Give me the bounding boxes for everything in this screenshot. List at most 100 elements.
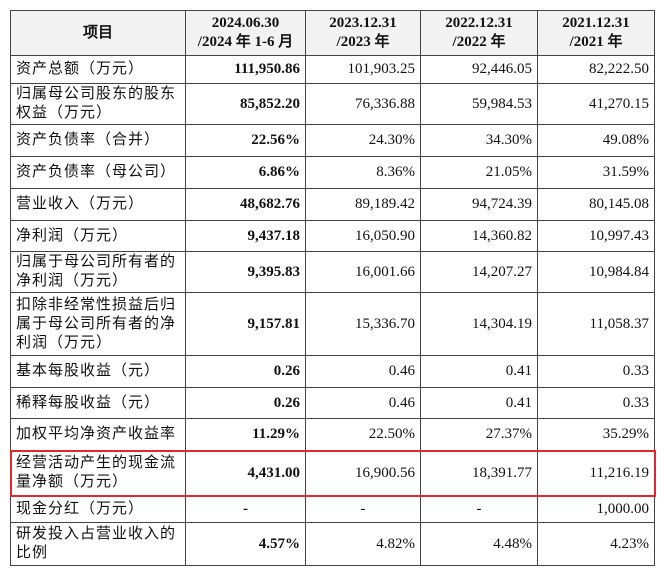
header-line: 项目 — [82, 24, 113, 41]
header-cell: 2022.12.31/2022 年 — [420, 10, 538, 56]
highlighted-row: 经营活动产生的现金流量净额（万元） 4,431.00 16,900.56 18,391… — [9, 449, 656, 497]
table-row: 资产负债率（母公司） 6.86% 8.36% 21.05% 31.59% — [10, 156, 655, 189]
value-cell: 8.36% — [305, 156, 421, 189]
value-cell: 0.41 — [420, 355, 538, 388]
row-label: 归属母公司股东的股东权益（万元） — [10, 83, 186, 125]
value-cell: 15,336.70 — [305, 292, 421, 356]
table-row: 稀释每股收益（元） 0.26 0.46 0.41 0.33 — [10, 387, 655, 419]
header-line: 2023.12.31 — [329, 15, 397, 31]
row-label: 加权平均净资产收益率 — [10, 418, 186, 451]
value-cell: 31.59% — [537, 156, 655, 189]
header-line: /2022 年 — [452, 34, 506, 50]
value-cell: 92,446.05 — [420, 55, 538, 84]
table-row: 资产负债率（合并） 22.56% 24.30% 34.30% 49.08% — [10, 124, 655, 157]
value-cell: 22.56% — [185, 124, 306, 157]
value-cell: 9,157.81 — [185, 292, 306, 356]
value-cell: 111,950.86 — [185, 55, 306, 84]
value-cell: 11,058.37 — [537, 292, 655, 356]
value-cell: 1,000.00 — [537, 495, 655, 523]
value-cell: 0.41 — [420, 387, 538, 419]
value-cell: 82,222.50 — [537, 55, 655, 84]
value-cell: 35.29% — [537, 418, 655, 451]
table-row: 基本每股收益（元） 0.26 0.46 0.41 0.33 — [10, 355, 655, 388]
value-cell: 21.05% — [420, 156, 538, 189]
value-cell: 10,997.43 — [537, 220, 655, 252]
header-line: 2022.12.31 — [445, 15, 513, 31]
row-label: 营业收入（万元） — [10, 188, 186, 221]
header-line: /2021 年 — [569, 34, 623, 50]
value-cell: - — [420, 495, 538, 523]
header-cell: 项目 — [10, 10, 186, 56]
row-label: 经营活动产生的现金流量净额（万元） — [10, 450, 186, 496]
row-label: 现金分红（万元） — [10, 495, 186, 523]
header-line: /2024 年 1-6 月 — [197, 34, 294, 50]
value-cell: 101,903.25 — [305, 55, 421, 84]
value-cell: 0.33 — [537, 387, 655, 419]
table-row: 归属于母公司所有者的净利润（万元） 9,395.83 16,001.66 14,207… — [10, 251, 655, 293]
table-body: 资产总额（万元） 111,950.86 101,903.25 92,446.05 82,… — [9, 55, 656, 566]
value-cell: 4,431.00 — [185, 450, 306, 496]
row-label: 稀释每股收益（元） — [10, 387, 186, 419]
value-cell: 4.82% — [305, 522, 421, 566]
value-cell: 4.57% — [185, 522, 306, 566]
row-label: 净利润（万元） — [10, 220, 186, 252]
value-cell: 85,852.20 — [185, 83, 306, 125]
table-row: 净利润（万元） 9,437.18 16,050.90 14,360.82 10,997.… — [10, 220, 655, 252]
table-header: 项目 2024.06.30/2024 年 1-6 月 2023.12.31/2023… — [10, 10, 655, 56]
value-cell: 48,682.76 — [185, 188, 306, 221]
value-cell: 34.30% — [420, 124, 538, 157]
value-cell: 22.50% — [305, 418, 421, 451]
value-cell: 16,001.66 — [305, 251, 421, 293]
row-label: 基本每股收益（元） — [10, 355, 186, 388]
value-cell: 0.26 — [185, 355, 306, 388]
value-cell: 4.48% — [420, 522, 538, 566]
value-cell: 89,189.42 — [305, 188, 421, 221]
row-label: 资产总额（万元） — [10, 55, 186, 84]
table-row: 营业收入（万元） 48,682.76 89,189.42 94,724.39 80,14… — [10, 188, 655, 221]
value-cell: 0.26 — [185, 387, 306, 419]
table-row: 现金分红（万元） - - -1,000.00 — [10, 495, 655, 523]
value-cell: 14,304.19 — [420, 292, 538, 356]
row-label: 扣除非经常性损益后归属于母公司所有者的净利润（万元） — [10, 292, 186, 356]
value-cell: 11.29% — [185, 418, 306, 451]
table-row: 归属母公司股东的股东权益（万元） 85,852.20 76,336.88 59,984… — [10, 83, 655, 125]
table-container: 项目 2024.06.30/2024 年 1-6 月 2023.12.31/2023… — [9, 10, 656, 566]
value-cell: 0.46 — [305, 355, 421, 388]
header-row: 项目 2024.06.30/2024 年 1-6 月 2023.12.31/2023… — [10, 10, 655, 56]
financial-table: 项目 2024.06.30/2024 年 1-6 月 2023.12.31/2023… — [9, 10, 656, 566]
value-cell: 6.86% — [185, 156, 306, 189]
value-cell: 80,145.08 — [537, 188, 655, 221]
row-label: 资产负债率（合并） — [10, 124, 186, 157]
row-label: 归属于母公司所有者的净利润（万元） — [10, 251, 186, 293]
value-cell: 0.33 — [537, 355, 655, 388]
header-line: /2023 年 — [336, 34, 390, 50]
header-line: 2024.06.30 — [211, 15, 280, 31]
value-cell: - — [305, 495, 421, 523]
value-cell: 11,216.19 — [537, 450, 655, 496]
value-cell: 24.30% — [305, 124, 421, 157]
value-cell: 16,050.90 — [305, 220, 421, 252]
value-cell: 76,336.88 — [305, 83, 421, 125]
value-cell: 10,984.84 — [537, 251, 655, 293]
header-cell: 2024.06.30/2024 年 1-6 月 — [185, 10, 306, 56]
value-cell: 4.23% — [537, 522, 655, 566]
row-label: 研发投入占营业收入的比例 — [10, 522, 186, 566]
value-cell: 94,724.39 — [420, 188, 538, 221]
value-cell: 16,900.56 — [305, 450, 421, 496]
value-cell: 14,207.27 — [420, 251, 538, 293]
value-cell: 27.37% — [420, 418, 538, 451]
header-cell: 2023.12.31/2023 年 — [305, 10, 421, 56]
value-cell: 41,270.15 — [537, 83, 655, 125]
row-label: 资产负债率（母公司） — [10, 156, 186, 189]
value-cell: 9,395.83 — [185, 251, 306, 293]
value-cell: 14,360.82 — [420, 220, 538, 252]
table-row: 研发投入占营业收入的比例 4.57% 4.82% 4.48% 4.23% — [10, 522, 655, 566]
table-row: 扣除非经常性损益后归属于母公司所有者的净利润（万元） 9,157.81 15,336… — [10, 292, 655, 356]
table-row: 加权平均净资产收益率 11.29% 22.50% 27.37% 35.29% — [10, 418, 655, 451]
value-cell: 59,984.53 — [420, 83, 538, 125]
value-cell: - — [185, 495, 306, 523]
value-cell: 0.46 — [305, 387, 421, 419]
table-row: 资产总额（万元） 111,950.86 101,903.25 92,446.05 82,… — [10, 55, 655, 84]
value-cell: 9,437.18 — [185, 220, 306, 252]
